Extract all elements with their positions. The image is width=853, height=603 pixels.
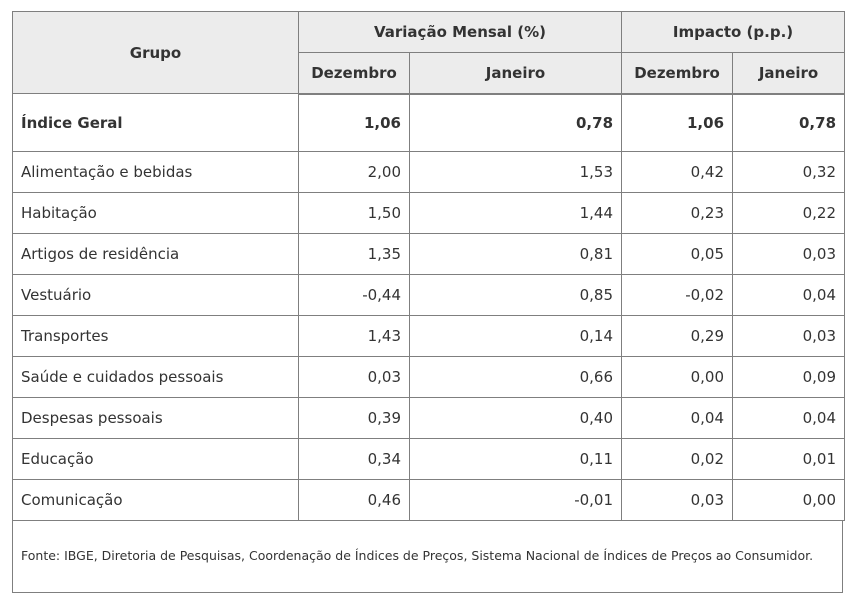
cell-var-janeiro: 0,81 <box>408 233 623 275</box>
cell-var-dezembro: 0,46 <box>298 479 410 521</box>
table-row: Despesas pessoais 0,39 0,40 0,04 0,04 <box>12 397 846 439</box>
cell-imp-dezembro: -0,02 <box>621 274 734 316</box>
cell-var-dezembro: 1,43 <box>298 315 410 357</box>
cell-grupo: Habitação <box>12 192 299 234</box>
table-row: Transportes 1,43 0,14 0,29 0,03 <box>12 315 846 357</box>
header-imp-dezembro: Dezembro <box>621 52 734 95</box>
cell-imp-janeiro: 0,03 <box>732 233 846 275</box>
table-row-indice-geral: Índice Geral 1,06 0,78 1,06 0,78 <box>12 93 846 152</box>
cell-var-janeiro: 0,66 <box>408 356 623 398</box>
cell-var-dezembro: 0,34 <box>298 438 410 480</box>
cell-imp-dezembro: 0,02 <box>621 438 734 480</box>
ipca-table: Grupo Variação Mensal (%) Impacto (p.p.)… <box>12 11 846 521</box>
table-footer: Fonte: IBGE, Diretoria de Pesquisas, Coo… <box>12 521 843 593</box>
cell-imp-janeiro: 0,09 <box>732 356 846 398</box>
cell-grupo: Despesas pessoais <box>12 397 299 439</box>
cell-var-janeiro: 0,78 <box>408 93 623 152</box>
cell-imp-dezembro: 0,00 <box>621 356 734 398</box>
header-imp-janeiro: Janeiro <box>732 52 846 95</box>
cell-grupo: Alimentação e bebidas <box>12 151 299 193</box>
header-grupo: Grupo <box>12 11 299 94</box>
table-row: Saúde e cuidados pessoais 0,03 0,66 0,00 0,0… <box>12 356 846 398</box>
cell-var-janeiro: 1,44 <box>408 192 623 234</box>
cell-grupo: Artigos de residência <box>12 233 299 275</box>
cell-imp-janeiro: 0,32 <box>732 151 846 193</box>
table-row: Comunicação 0,46 -0,01 0,03 0,00 <box>12 479 846 521</box>
cell-var-dezembro: 0,39 <box>298 397 410 439</box>
cell-imp-dezembro: 0,03 <box>621 479 734 521</box>
header-var-janeiro: Janeiro <box>408 52 623 95</box>
source-note: Fonte: IBGE, Diretoria de Pesquisas, Coo… <box>21 548 814 563</box>
cell-var-dezembro: 2,00 <box>298 151 410 193</box>
cell-grupo: Transportes <box>12 315 299 357</box>
cell-var-dezembro: 1,06 <box>298 93 410 152</box>
cell-var-janeiro: 0,40 <box>408 397 623 439</box>
cell-imp-dezembro: 0,29 <box>621 315 734 357</box>
table-row: Artigos de residência 1,35 0,81 0,05 0,03 <box>12 233 846 275</box>
cell-imp-dezembro: 0,05 <box>621 233 734 275</box>
cell-imp-dezembro: 0,04 <box>621 397 734 439</box>
cell-var-dezembro: -0,44 <box>298 274 410 316</box>
cell-var-janeiro: 0,14 <box>408 315 623 357</box>
table-row: Educação 0,34 0,11 0,02 0,01 <box>12 438 846 480</box>
cell-imp-dezembro: 1,06 <box>621 93 734 152</box>
cell-grupo: Saúde e cuidados pessoais <box>12 356 299 398</box>
header-var-dezembro: Dezembro <box>298 52 410 95</box>
cell-grupo: Comunicação <box>12 479 299 521</box>
cell-var-janeiro: 1,53 <box>408 151 623 193</box>
cell-imp-janeiro: 0,04 <box>732 397 846 439</box>
cell-var-dezembro: 0,03 <box>298 356 410 398</box>
cell-imp-janeiro: 0,78 <box>732 93 846 152</box>
cell-var-dezembro: 1,35 <box>298 233 410 275</box>
table-row: Habitação 1,50 1,44 0,23 0,22 <box>12 192 846 234</box>
header-variacao-mensal: Variação Mensal (%) <box>297 11 623 53</box>
cell-imp-janeiro: 0,03 <box>732 315 846 357</box>
cell-grupo: Educação <box>12 438 299 480</box>
cell-imp-janeiro: 0,04 <box>732 274 846 316</box>
cell-var-janeiro: 0,85 <box>408 274 623 316</box>
header-impacto: Impacto (p.p.) <box>621 11 846 53</box>
cell-var-janeiro: 0,11 <box>408 438 623 480</box>
cell-imp-janeiro: 0,22 <box>732 192 846 234</box>
cell-grupo: Vestuário <box>12 274 299 316</box>
cell-var-janeiro: -0,01 <box>408 479 623 521</box>
table-row: Alimentação e bebidas 2,00 1,53 0,42 0,32 <box>12 151 846 193</box>
cell-imp-janeiro: 0,00 <box>732 479 846 521</box>
cell-imp-dezembro: 0,23 <box>621 192 734 234</box>
table-row: Vestuário -0,44 0,85 -0,02 0,04 <box>12 274 846 316</box>
cell-imp-dezembro: 0,42 <box>621 151 734 193</box>
cell-var-dezembro: 1,50 <box>298 192 410 234</box>
cell-imp-janeiro: 0,01 <box>732 438 846 480</box>
cell-grupo: Índice Geral <box>12 93 299 152</box>
